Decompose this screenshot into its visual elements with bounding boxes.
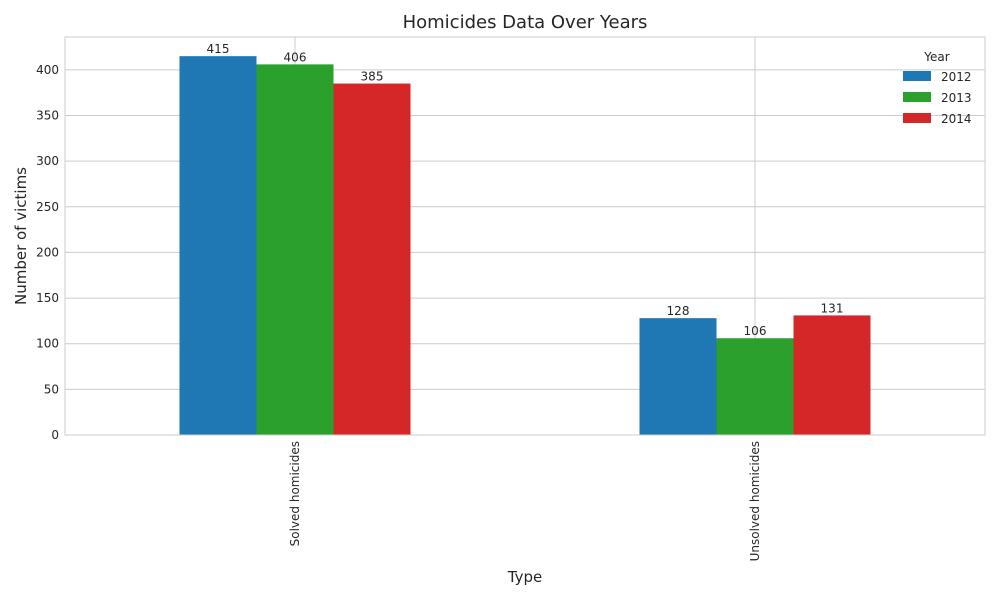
legend-swatch-2013 [903,92,931,102]
y-tick-label: 200 [36,245,59,259]
legend-swatch-2012 [903,71,931,81]
legend-title: Year [923,50,949,64]
plot-frame [64,36,986,436]
legend: Year 2012 2013 2014 [903,50,972,126]
x-axis-label: Type [507,568,542,586]
y-tick-label: 250 [36,200,59,214]
y-axis-label: Number of victims [12,167,30,305]
legend-label: 2012 [941,70,972,84]
y-tick-label: 50 [44,382,59,396]
legend-label: 2013 [941,91,972,105]
chart-title: Homicides Data Over Years [403,12,648,33]
bar-value-label: 131 [821,301,844,315]
x-tick-label: Unsolved homicides [748,441,762,561]
x-tick-labels: Solved homicides Unsolved homicides [288,441,762,561]
y-tick-labels: 0 50 100 150 200 250 300 350 400 [36,63,59,442]
bar-2013 [716,338,794,435]
bar-value-label: 415 [207,42,230,56]
bar-2014 [793,315,871,435]
bar-value-label: 128 [667,304,690,318]
legend-label: 2014 [941,112,972,126]
value-labels: 415 128 406 106 385 131 [207,42,844,338]
y-tick-label: 400 [36,63,59,77]
bars [179,56,871,436]
bar-2013 [256,64,334,436]
legend-swatch-2014 [903,113,931,123]
bar-value-label: 385 [361,70,384,84]
y-tick-label: 300 [36,154,59,168]
x-tick-label: Solved homicides [288,441,302,546]
bar-2012 [639,318,717,435]
y-tick-label: 150 [36,291,59,305]
bar-value-label: 106 [744,324,767,338]
y-tick-label: 0 [51,428,59,442]
bar-2014 [333,83,411,435]
bar-value-label: 406 [284,50,307,64]
y-tick-label: 100 [36,337,59,351]
bar-2012 [179,56,257,435]
y-tick-label: 350 [36,109,59,123]
